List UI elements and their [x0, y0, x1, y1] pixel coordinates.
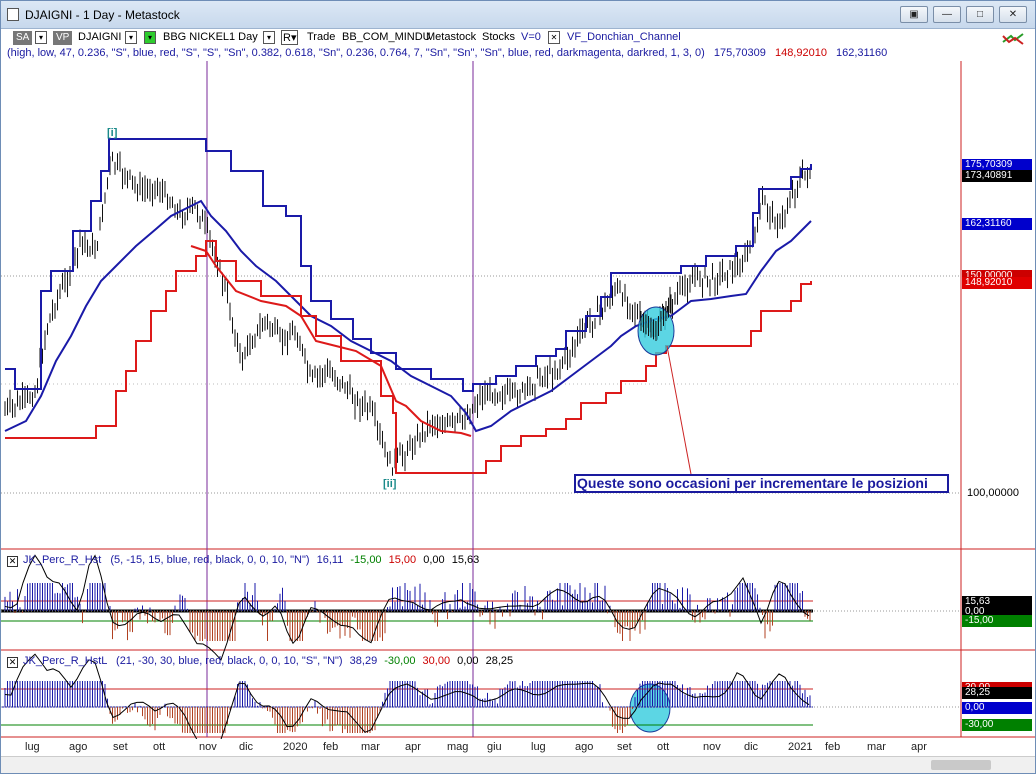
chart-document-icon [7, 8, 19, 21]
indicator2-last: 28,25 [485, 655, 514, 667]
time-axis-label: apr [911, 741, 927, 753]
security-name: BBG NICKEL [163, 31, 230, 43]
restore-window-button[interactable]: ▣ [900, 6, 928, 23]
indicator1-header: ✕ JK_Perc_R_Hst (5, -15, 15, blue, red, b… [7, 554, 479, 567]
r-label: R [283, 32, 291, 44]
sa-dropdown-button[interactable]: ▾ [35, 31, 47, 44]
wave-label-ii: [ii] [383, 478, 397, 490]
price-tag: 162,31160 [962, 218, 1032, 230]
window-title: DJAIGNI - 1 Day - Metastock [25, 8, 180, 22]
donchian-middle-line [4, 199, 812, 433]
time-axis-label: set [113, 741, 128, 753]
maximize-button[interactable]: □ [966, 6, 994, 23]
trade-label: Trade [307, 31, 336, 43]
time-axis-label: mar [361, 741, 380, 753]
time-axis-label: dic [239, 741, 254, 753]
vp-button[interactable]: VP [53, 31, 73, 45]
indicator-parameters: (high, low, 47, 0.236, "S", blue, red, "… [7, 47, 887, 59]
time-axis-label: 2021 [788, 741, 813, 753]
indicator1-signal-line [4, 554, 810, 661]
time-axis-label: dic [744, 741, 759, 753]
indicator1-last: 15,63 [451, 554, 480, 566]
time-axis-label: feb [825, 741, 841, 753]
time-axis-label: nov [703, 741, 721, 753]
time-axis-label: ago [575, 741, 594, 753]
time-axis-label: ago [69, 741, 88, 753]
price-tag: 175,70309 [962, 159, 1032, 171]
indicator2-signal-line [4, 653, 810, 739]
indicator2-tag: 28,25 [962, 687, 1032, 699]
time-axis-label: mag [447, 741, 469, 753]
time-axis-label: 2020 [283, 741, 308, 753]
indicator1-name: JK_Perc_R_Hst [23, 554, 102, 566]
indicator2-tag: 0,00 [962, 702, 1032, 714]
indicator1-low: -15,00 [350, 554, 382, 566]
minimize-button[interactable]: — [933, 6, 961, 23]
period-label: 1 Day [229, 31, 258, 43]
ohlc-bars [4, 151, 811, 476]
indicator1-params: (5, -15, 15, blue, red, black, 0, 0, 10,… [110, 554, 310, 566]
sa-button[interactable]: SA [13, 31, 33, 45]
symbol-dropdown-button[interactable]: ▾ [125, 31, 137, 44]
price-axis-label: 100,00000 [967, 487, 1019, 499]
stocks-label: Stocks [482, 31, 516, 43]
indicator1-close-icon[interactable]: ✕ [7, 556, 18, 567]
v-label: V=0 [521, 31, 541, 43]
security-status-icon[interactable]: ▾ [144, 31, 156, 44]
indicator2-low: -30,00 [384, 655, 416, 667]
current-value-lower: 148,92010 [774, 47, 827, 59]
indicator2-zero: 0,00 [457, 655, 479, 667]
indicator2-tag: -30,00 [962, 719, 1032, 731]
indicator2-histogram [4, 681, 811, 733]
remove-indicator-icon[interactable]: ✕ [548, 31, 560, 44]
current-value-upper: 175,70309 [713, 47, 766, 59]
indicator2-name: JK_Perc_R_HstL [23, 655, 107, 667]
title-bar: DJAIGNI - 1 Day - Metastock ▣ — □ ✕ [1, 1, 1035, 29]
wave-label-i: [i] [107, 127, 118, 139]
chart-toolbar: SA ▾ VP DJAIGNI ▾ ▾ BBG NICKEL 1 Day ▾ R… [1, 29, 1035, 47]
time-axis-label: set [617, 741, 632, 753]
donchian-upper-line [5, 138, 812, 392]
time-axis-label: mar [867, 741, 886, 753]
time-axis: lug ago set ott nov dic 2020 feb mar apr mag giu lug… [1, 739, 961, 755]
indicator-name: VF_Donchian_Channel [567, 31, 681, 43]
indicator1-zero: 0,00 [423, 554, 445, 566]
symbol-label: DJAIGNI [78, 31, 122, 43]
period-dropdown-button[interactable]: ▾ [263, 31, 275, 44]
scrollbar-thumb[interactable] [931, 760, 991, 770]
time-axis-label: apr [405, 741, 421, 753]
indicator2-header: ✕ JK_Perc_R_HstL (21, -30, 30, blue, red,… [7, 655, 513, 668]
time-axis-label: lug [25, 741, 40, 753]
annotation-pointer-line [666, 345, 692, 475]
indicator1-tag: 15,63 [962, 596, 1032, 608]
indicator2-params: (21, -30, 30, blue, red, black, 0, 0, 10… [116, 655, 343, 667]
chart-area[interactable]: 100,00000 [i] [ii] [1, 61, 1035, 739]
indicator2-high: 30,00 [422, 655, 451, 667]
source-label: Metastock [426, 31, 477, 43]
horizontal-scrollbar[interactable] [1, 756, 1035, 773]
price-tag: 148,92010 [962, 277, 1032, 289]
indicator1-high: 15,00 [388, 554, 417, 566]
indicator2-close-icon[interactable]: ✕ [7, 657, 18, 668]
indicator-params-text: (high, low, 47, 0.236, "S", blue, red, "… [7, 47, 705, 59]
annotation-text[interactable]: Queste sono occasioni per incrementare l… [574, 474, 949, 493]
time-axis-label: giu [487, 741, 502, 753]
time-axis-label: nov [199, 741, 217, 753]
system-label: BB_COM_MINDU [342, 31, 431, 43]
close-button[interactable]: ✕ [999, 6, 1027, 23]
current-value-mid: 162,31160 [836, 47, 888, 59]
price-tag: 173,40891 [962, 170, 1032, 182]
fibo-red-line [190, 245, 472, 437]
time-axis-label: ott [153, 741, 166, 753]
indicator1-value: 16,11 [316, 554, 344, 566]
r-dropdown-button[interactable]: R▾ [281, 30, 299, 45]
time-axis-label: feb [323, 741, 339, 753]
indicator2-value: 38,29 [349, 655, 378, 667]
time-axis-label: lug [531, 741, 546, 753]
indicator1-tag: -15,00 [962, 615, 1032, 627]
trade-arrows-icon[interactable] [1001, 32, 1025, 46]
time-axis-label: ott [657, 741, 670, 753]
